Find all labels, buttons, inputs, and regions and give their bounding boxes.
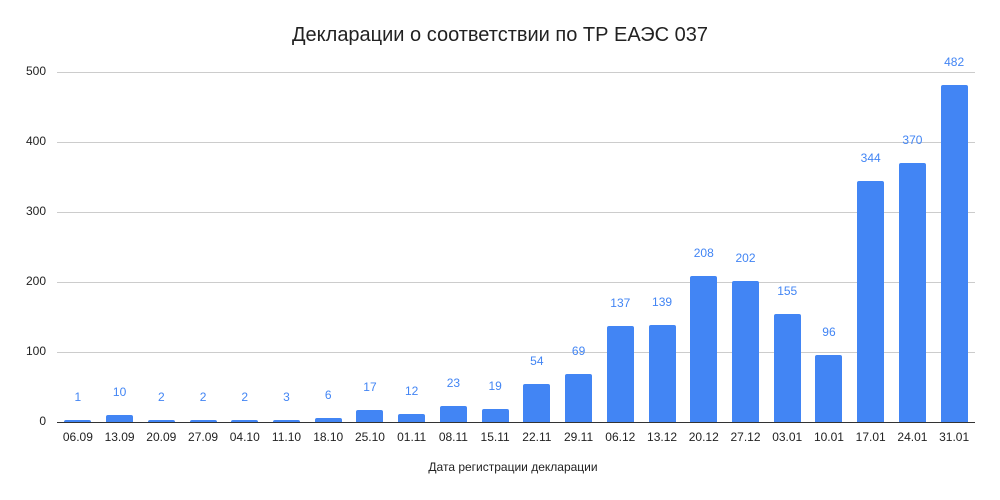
x-tick-label: 13.12 xyxy=(647,430,678,444)
value-label: 155 xyxy=(777,283,798,298)
bar-11.10 xyxy=(273,419,300,422)
value-label: 482 xyxy=(944,54,965,69)
value-label: 1 xyxy=(74,390,82,404)
value-label: 69 xyxy=(571,343,586,358)
value-label: 96 xyxy=(822,324,836,339)
y-tick-label: 500 xyxy=(25,64,46,78)
bar-15.11 xyxy=(481,408,509,422)
x-tick-label: 25.10 xyxy=(354,430,385,444)
gridline xyxy=(57,142,975,143)
x-tick-label: 04.10 xyxy=(229,430,260,444)
value-label: 202 xyxy=(735,250,756,265)
value-label: 344 xyxy=(860,151,881,166)
value-label: 54 xyxy=(530,354,544,369)
x-tick-label: 27.09 xyxy=(188,430,219,444)
x-tick-label: 20.09 xyxy=(146,430,177,444)
y-tick-label: 300 xyxy=(25,204,46,218)
value-label: 19 xyxy=(488,378,502,393)
bar-29.11 xyxy=(565,373,593,422)
value-label: 2 xyxy=(241,390,249,404)
bar-22.11 xyxy=(523,384,551,422)
y-tick-label: 400 xyxy=(25,134,46,148)
value-label: 137 xyxy=(610,296,631,311)
gridline xyxy=(57,282,975,283)
x-tick-label: 17.01 xyxy=(855,430,886,444)
value-label: 2 xyxy=(199,390,207,404)
bar-20.12 xyxy=(690,276,718,422)
x-tick-label: 31.01 xyxy=(939,430,970,444)
bar-27.12 xyxy=(732,280,759,422)
bar-06.12 xyxy=(606,326,634,422)
y-tick-label: 0 xyxy=(39,414,46,428)
bar-01.11 xyxy=(398,413,426,422)
bar-06.09 xyxy=(64,420,92,422)
value-label: 10 xyxy=(112,385,127,399)
value-label: 3 xyxy=(283,389,290,404)
bar-24.01 xyxy=(898,163,926,422)
bar-13.12 xyxy=(648,324,676,422)
bar-10.01 xyxy=(815,354,843,422)
x-tick-label: 22.11 xyxy=(522,430,552,444)
y-tick-label: 100 xyxy=(25,344,46,358)
bar-27.09 xyxy=(189,420,217,422)
value-label: 139 xyxy=(652,294,673,309)
x-tick-label: 29.11 xyxy=(564,430,594,444)
x-tick-label: 06.12 xyxy=(605,430,636,444)
x-tick-label: 10.01 xyxy=(813,430,844,444)
gridline xyxy=(57,352,975,353)
x-tick-label: 24.01 xyxy=(897,430,928,444)
x-axis-line xyxy=(57,422,975,423)
x-tick-label: 08.11 xyxy=(438,430,468,444)
x-tick-label: 11.10 xyxy=(271,430,302,444)
value-label: 2 xyxy=(157,390,165,404)
value-label: 23 xyxy=(446,375,461,390)
bar-03.01 xyxy=(773,313,801,422)
y-tick-label: 200 xyxy=(25,274,46,288)
x-tick-label: 18.10 xyxy=(313,430,344,444)
value-label: 208 xyxy=(693,246,714,261)
bar-20.09 xyxy=(147,420,175,422)
gridline xyxy=(57,212,975,213)
value-label: 12 xyxy=(404,383,419,398)
value-label: 370 xyxy=(902,133,923,147)
chart-title: Декларации о соответствии по ТР ЕАЭС 037 xyxy=(292,24,708,46)
bar-17.01 xyxy=(857,181,885,422)
value-label: 6 xyxy=(324,387,332,402)
bar-08.11 xyxy=(439,405,467,422)
x-tick-label: 27.12 xyxy=(730,430,761,444)
gridline xyxy=(57,72,975,73)
value-label: 17 xyxy=(363,380,377,395)
bar-25.10 xyxy=(356,410,384,422)
x-tick-label: 01.11 xyxy=(397,430,427,444)
x-tick-label: 03.01 xyxy=(772,430,803,444)
bar-31.01 xyxy=(940,84,968,422)
bar-13.09 xyxy=(106,415,134,422)
plot-area: 1 10 2 2 2 3 6 17 12 23 19 54 69 137 139 208 202 155 96 344… xyxy=(57,55,975,423)
x-tick-label: 20.12 xyxy=(688,430,719,444)
bar-04.10 xyxy=(231,420,259,422)
x-tick-label: 13.09 xyxy=(104,430,135,444)
x-tick-label: 15.11 xyxy=(480,430,510,444)
x-tick-label: 06.09 xyxy=(62,430,93,444)
x-axis-title: Дата регистрации декларации xyxy=(428,460,598,474)
bar-18.10 xyxy=(314,417,342,422)
